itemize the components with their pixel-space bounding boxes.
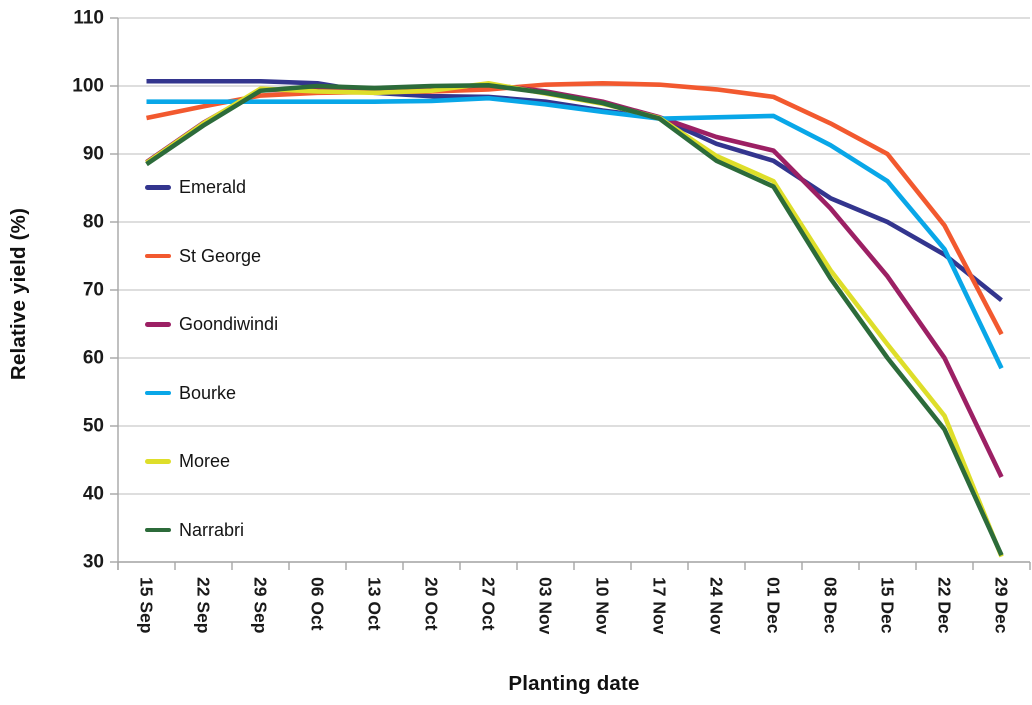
x-tick-label: 22 Sep — [194, 577, 214, 633]
x-tick-label: 01 Dec — [764, 577, 784, 634]
legend-label: Narrabri — [179, 519, 245, 540]
x-tick-label: 03 Nov — [536, 577, 556, 635]
x-tick-label: 15 Sep — [137, 577, 157, 633]
y-tick-label: 60 — [83, 348, 104, 369]
x-tick-label: 24 Nov — [707, 577, 727, 635]
y-tick-label: 90 — [83, 144, 104, 165]
y-tick-label: 100 — [72, 76, 104, 97]
legend-swatch-moree — [145, 459, 171, 464]
legend-label: Goondiwindi — [179, 314, 279, 334]
legend-label: St George — [179, 245, 262, 266]
series-line-st-george — [146, 80, 1004, 336]
series-line-goondiwindi — [145, 82, 1004, 478]
legend-item-emerald: Emerald — [145, 177, 247, 197]
legend-swatch-emerald — [145, 185, 171, 190]
x-axis-title: Planting date — [508, 672, 640, 695]
y-tick-label: 30 — [83, 552, 104, 573]
legend-swatch-bourke — [145, 390, 171, 396]
x-tick-label: 06 Oct — [308, 577, 328, 631]
x-tick-label: 29 Dec — [992, 577, 1012, 634]
x-tick-label: 10 Nov — [593, 577, 613, 635]
y-tick-label: 50 — [83, 416, 104, 437]
legend-swatch-st-george — [145, 253, 171, 259]
x-tick-label: 20 Oct — [422, 577, 442, 631]
legend-label: Emerald — [179, 177, 247, 197]
x-tick-label: 27 Oct — [479, 577, 499, 631]
x-tick-label: 13 Oct — [365, 577, 385, 631]
y-tick-label: 80 — [83, 212, 104, 233]
legend-item-bourke: Bourke — [145, 382, 237, 403]
legend-item-moree: Moree — [145, 451, 231, 471]
x-tick-label: 15 Dec — [878, 577, 898, 634]
y-tick-label: 70 — [83, 280, 104, 301]
y-tick-label: 110 — [73, 8, 104, 29]
legend-item-goondiwindi: Goondiwindi — [145, 314, 279, 334]
x-tick-label: 08 Dec — [821, 577, 841, 634]
legend-item-st-george: St George — [145, 245, 262, 266]
legend-swatch-narrabri — [145, 527, 171, 533]
series-line-narrabri — [145, 83, 1004, 557]
legend-label: Bourke — [179, 382, 237, 403]
legend-item-narrabri: Narrabri — [145, 519, 245, 540]
x-tick-label: 17 Nov — [650, 577, 670, 635]
series-line-bourke — [146, 95, 1004, 370]
y-axis-title: Relative yield (%) — [7, 207, 30, 381]
legend-swatch-goondiwindi — [145, 322, 171, 327]
x-tick-label: 22 Dec — [935, 577, 955, 634]
series-line-emerald — [146, 78, 1003, 302]
y-tick-label: 40 — [83, 484, 104, 505]
x-tick-label: 29 Sep — [251, 577, 271, 633]
legend-label: Moree — [179, 451, 231, 471]
